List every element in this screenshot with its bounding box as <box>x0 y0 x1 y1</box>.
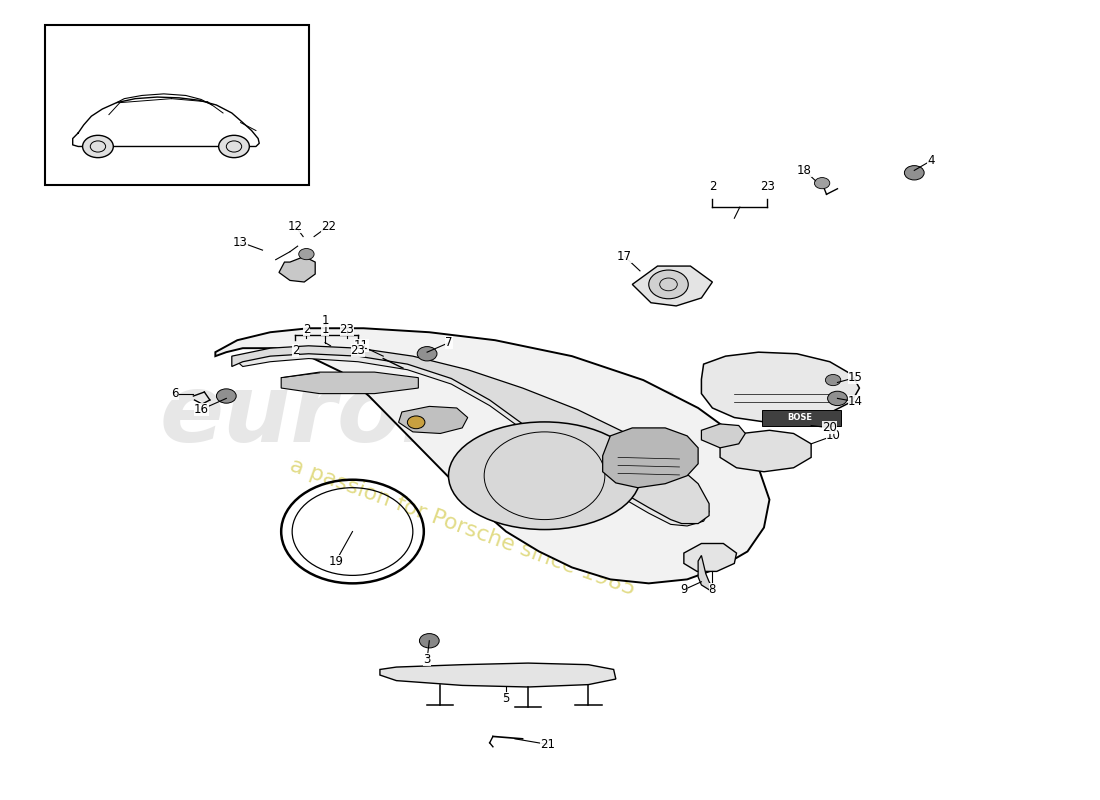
Text: 23: 23 <box>351 344 365 357</box>
Polygon shape <box>279 257 316 282</box>
Text: euroParts: euroParts <box>160 370 678 462</box>
Circle shape <box>299 249 315 260</box>
Text: 23: 23 <box>760 180 774 193</box>
Circle shape <box>219 135 250 158</box>
Polygon shape <box>702 424 746 448</box>
Circle shape <box>417 346 437 361</box>
Text: 5: 5 <box>503 693 509 706</box>
Ellipse shape <box>449 422 640 530</box>
Text: 14: 14 <box>847 395 862 408</box>
Polygon shape <box>698 555 713 590</box>
Polygon shape <box>282 372 418 394</box>
Circle shape <box>825 374 840 386</box>
Polygon shape <box>632 266 713 306</box>
Circle shape <box>814 178 829 189</box>
Text: 16: 16 <box>194 403 209 416</box>
Text: 7: 7 <box>446 336 453 349</box>
Text: 8: 8 <box>708 583 716 596</box>
Text: 22: 22 <box>321 220 336 233</box>
Polygon shape <box>379 663 616 687</box>
Text: 21: 21 <box>540 738 556 751</box>
Text: BOSE: BOSE <box>788 413 813 422</box>
Circle shape <box>904 166 924 180</box>
Circle shape <box>82 135 113 158</box>
Text: 15: 15 <box>848 371 862 384</box>
Text: 12: 12 <box>288 220 302 233</box>
Polygon shape <box>232 346 710 523</box>
Bar <box>762 410 840 426</box>
Polygon shape <box>216 328 769 583</box>
Text: 2: 2 <box>292 344 299 357</box>
Text: 4: 4 <box>927 154 935 167</box>
Text: 1: 1 <box>321 323 329 336</box>
Polygon shape <box>398 406 468 434</box>
Text: 17: 17 <box>617 250 632 263</box>
Text: 10: 10 <box>826 430 840 442</box>
Text: 23: 23 <box>340 323 354 336</box>
Polygon shape <box>720 430 811 472</box>
Polygon shape <box>73 97 260 146</box>
Circle shape <box>419 634 439 648</box>
Circle shape <box>217 389 236 403</box>
Circle shape <box>407 416 425 429</box>
Text: 19: 19 <box>329 554 343 567</box>
Text: 2: 2 <box>708 180 716 193</box>
Text: 13: 13 <box>233 236 248 249</box>
Text: 3: 3 <box>424 653 431 666</box>
Text: 2: 2 <box>302 323 310 336</box>
Circle shape <box>649 270 689 298</box>
Polygon shape <box>684 543 737 571</box>
Text: 18: 18 <box>798 164 812 177</box>
Text: 6: 6 <box>170 387 178 400</box>
Polygon shape <box>702 352 859 422</box>
Circle shape <box>827 391 847 406</box>
Text: 20: 20 <box>823 422 837 434</box>
Text: 1: 1 <box>321 314 329 326</box>
Text: 9: 9 <box>680 583 688 596</box>
Bar <box>45 26 309 185</box>
Text: a passion for Porsche since 1985: a passion for Porsche since 1985 <box>286 455 638 600</box>
Polygon shape <box>238 352 710 526</box>
Polygon shape <box>603 428 698 488</box>
Text: 11: 11 <box>354 339 368 352</box>
